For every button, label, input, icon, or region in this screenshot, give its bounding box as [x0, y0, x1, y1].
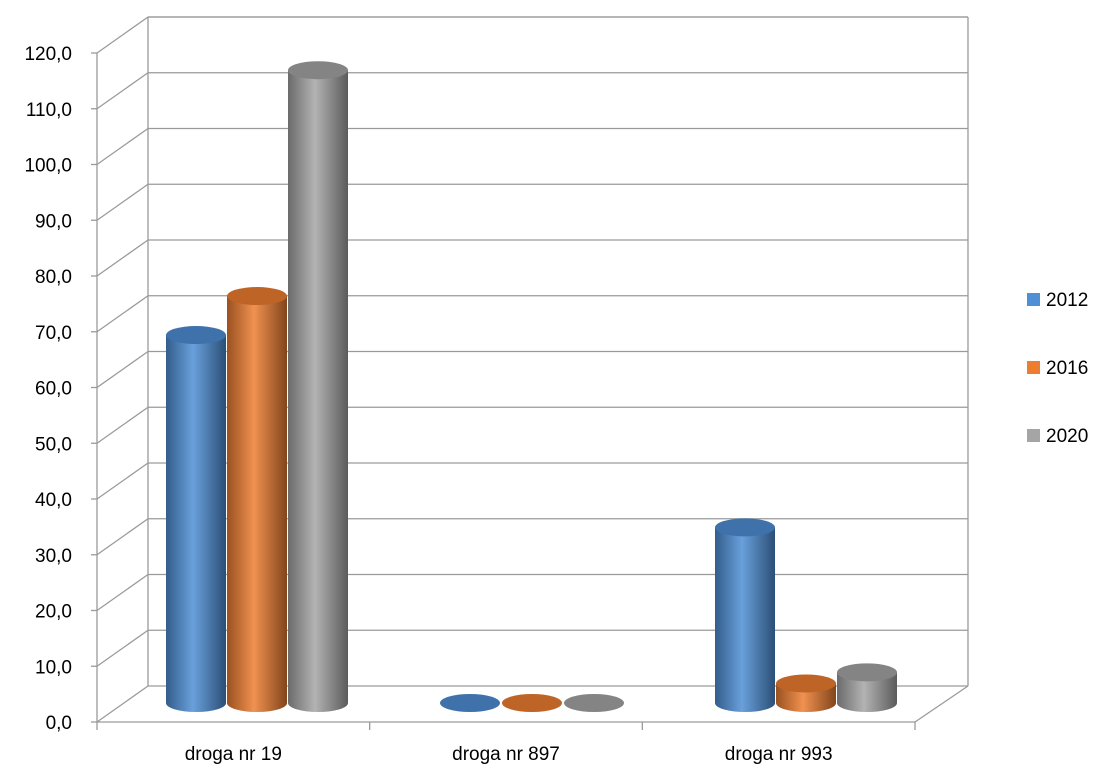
y-tick-label: 60,0: [35, 379, 72, 400]
bar-2020-2: [837, 663, 897, 712]
y-tick-label: 70,0: [35, 323, 72, 344]
bar-top: [776, 674, 836, 693]
y-tick-label: 120,0: [24, 44, 72, 65]
side-gridline: [96, 462, 149, 500]
bar-top: [227, 287, 287, 306]
bar-2012-1: [440, 694, 500, 712]
legend-swatch-2020: [1027, 429, 1040, 442]
bar-body: [288, 70, 348, 713]
bars: [166, 61, 897, 713]
bar-body: [227, 296, 287, 712]
y-tick-label: 10,0: [35, 657, 72, 678]
side-gridline: [96, 685, 149, 723]
side-gridline: [96, 72, 149, 110]
y-tick-label: 80,0: [35, 267, 72, 288]
bar-2016-1: [502, 694, 562, 712]
side-gridline: [96, 406, 149, 444]
x-category-label: droga nr 993: [725, 744, 833, 765]
y-tick-label: 0,0: [46, 713, 72, 734]
bar-2016-0: [227, 287, 287, 712]
bar-top: [837, 663, 897, 682]
y-tick-label: 50,0: [35, 434, 72, 455]
bar-top: [502, 694, 562, 712]
bar-2016-2: [776, 674, 836, 712]
bar-body: [837, 672, 897, 712]
bar-body: [715, 527, 775, 712]
x-category-label: droga nr 19: [185, 744, 282, 765]
bar-2012-2: [715, 518, 775, 712]
bar-top: [288, 61, 348, 80]
y-axis-ticks: 0,0 10,0 20,0 30,0 40,0 50,0 60,0 70,0 80,0 90,0 1…: [24, 44, 72, 734]
side-gridline: [96, 127, 149, 166]
x-category-label: droga nr 897: [452, 744, 560, 765]
y-tick-label: 110,0: [26, 100, 72, 121]
bar-top: [715, 518, 775, 537]
floor-right-edge: [914, 685, 969, 723]
gridlines: [91, 16, 968, 730]
y-tick-label: 40,0: [35, 490, 72, 511]
bar-top: [564, 694, 624, 712]
side-gridline: [96, 295, 149, 333]
bar-2012-0: [166, 326, 226, 712]
bar-2020-1: [564, 694, 624, 712]
side-gridline: [96, 350, 149, 389]
x-axis-categories: droga nr 19 droga nr 897 droga nr 993: [185, 744, 833, 765]
bar-body: [166, 335, 226, 712]
y-tick-label: 20,0: [35, 602, 72, 623]
y-tick-label: 100,0: [24, 156, 72, 177]
bar-2020-0: [288, 61, 348, 713]
legend-swatch-2012: [1027, 293, 1040, 306]
bar-top: [166, 326, 226, 345]
bar-top: [440, 694, 500, 712]
side-gridline: [96, 518, 149, 556]
side-gridline: [96, 573, 149, 612]
legend-label-2016: 2016: [1046, 358, 1088, 379]
legend-label-2020: 2020: [1046, 426, 1088, 447]
legend-label-2012: 2012: [1046, 290, 1088, 311]
side-gridline: [96, 16, 149, 54]
y-tick-label: 30,0: [35, 546, 72, 567]
legend-swatch-2016: [1027, 361, 1040, 374]
legend: 2012 2016 2020: [1027, 290, 1088, 447]
side-gridline: [96, 183, 149, 221]
y-tick-label: 90,0: [35, 211, 72, 232]
side-gridline: [96, 239, 149, 277]
side-gridline: [96, 629, 149, 667]
